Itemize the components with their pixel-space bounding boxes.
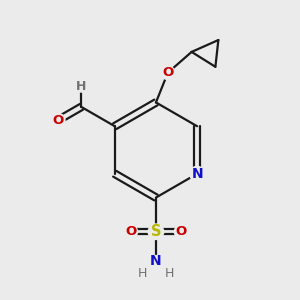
Circle shape [148, 224, 164, 239]
Text: O: O [125, 225, 136, 238]
Circle shape [124, 225, 137, 238]
Text: S: S [151, 224, 161, 239]
Circle shape [75, 80, 87, 92]
Circle shape [150, 256, 162, 267]
Circle shape [161, 66, 175, 80]
Circle shape [51, 113, 65, 127]
Text: H: H [76, 80, 86, 93]
Circle shape [174, 225, 188, 238]
Text: H: H [165, 267, 174, 280]
Circle shape [190, 166, 205, 181]
Text: O: O [162, 66, 173, 79]
Text: H: H [138, 267, 147, 280]
Text: N: N [150, 254, 162, 268]
Text: O: O [176, 225, 187, 238]
Text: N: N [191, 167, 203, 181]
Text: O: O [52, 114, 64, 127]
